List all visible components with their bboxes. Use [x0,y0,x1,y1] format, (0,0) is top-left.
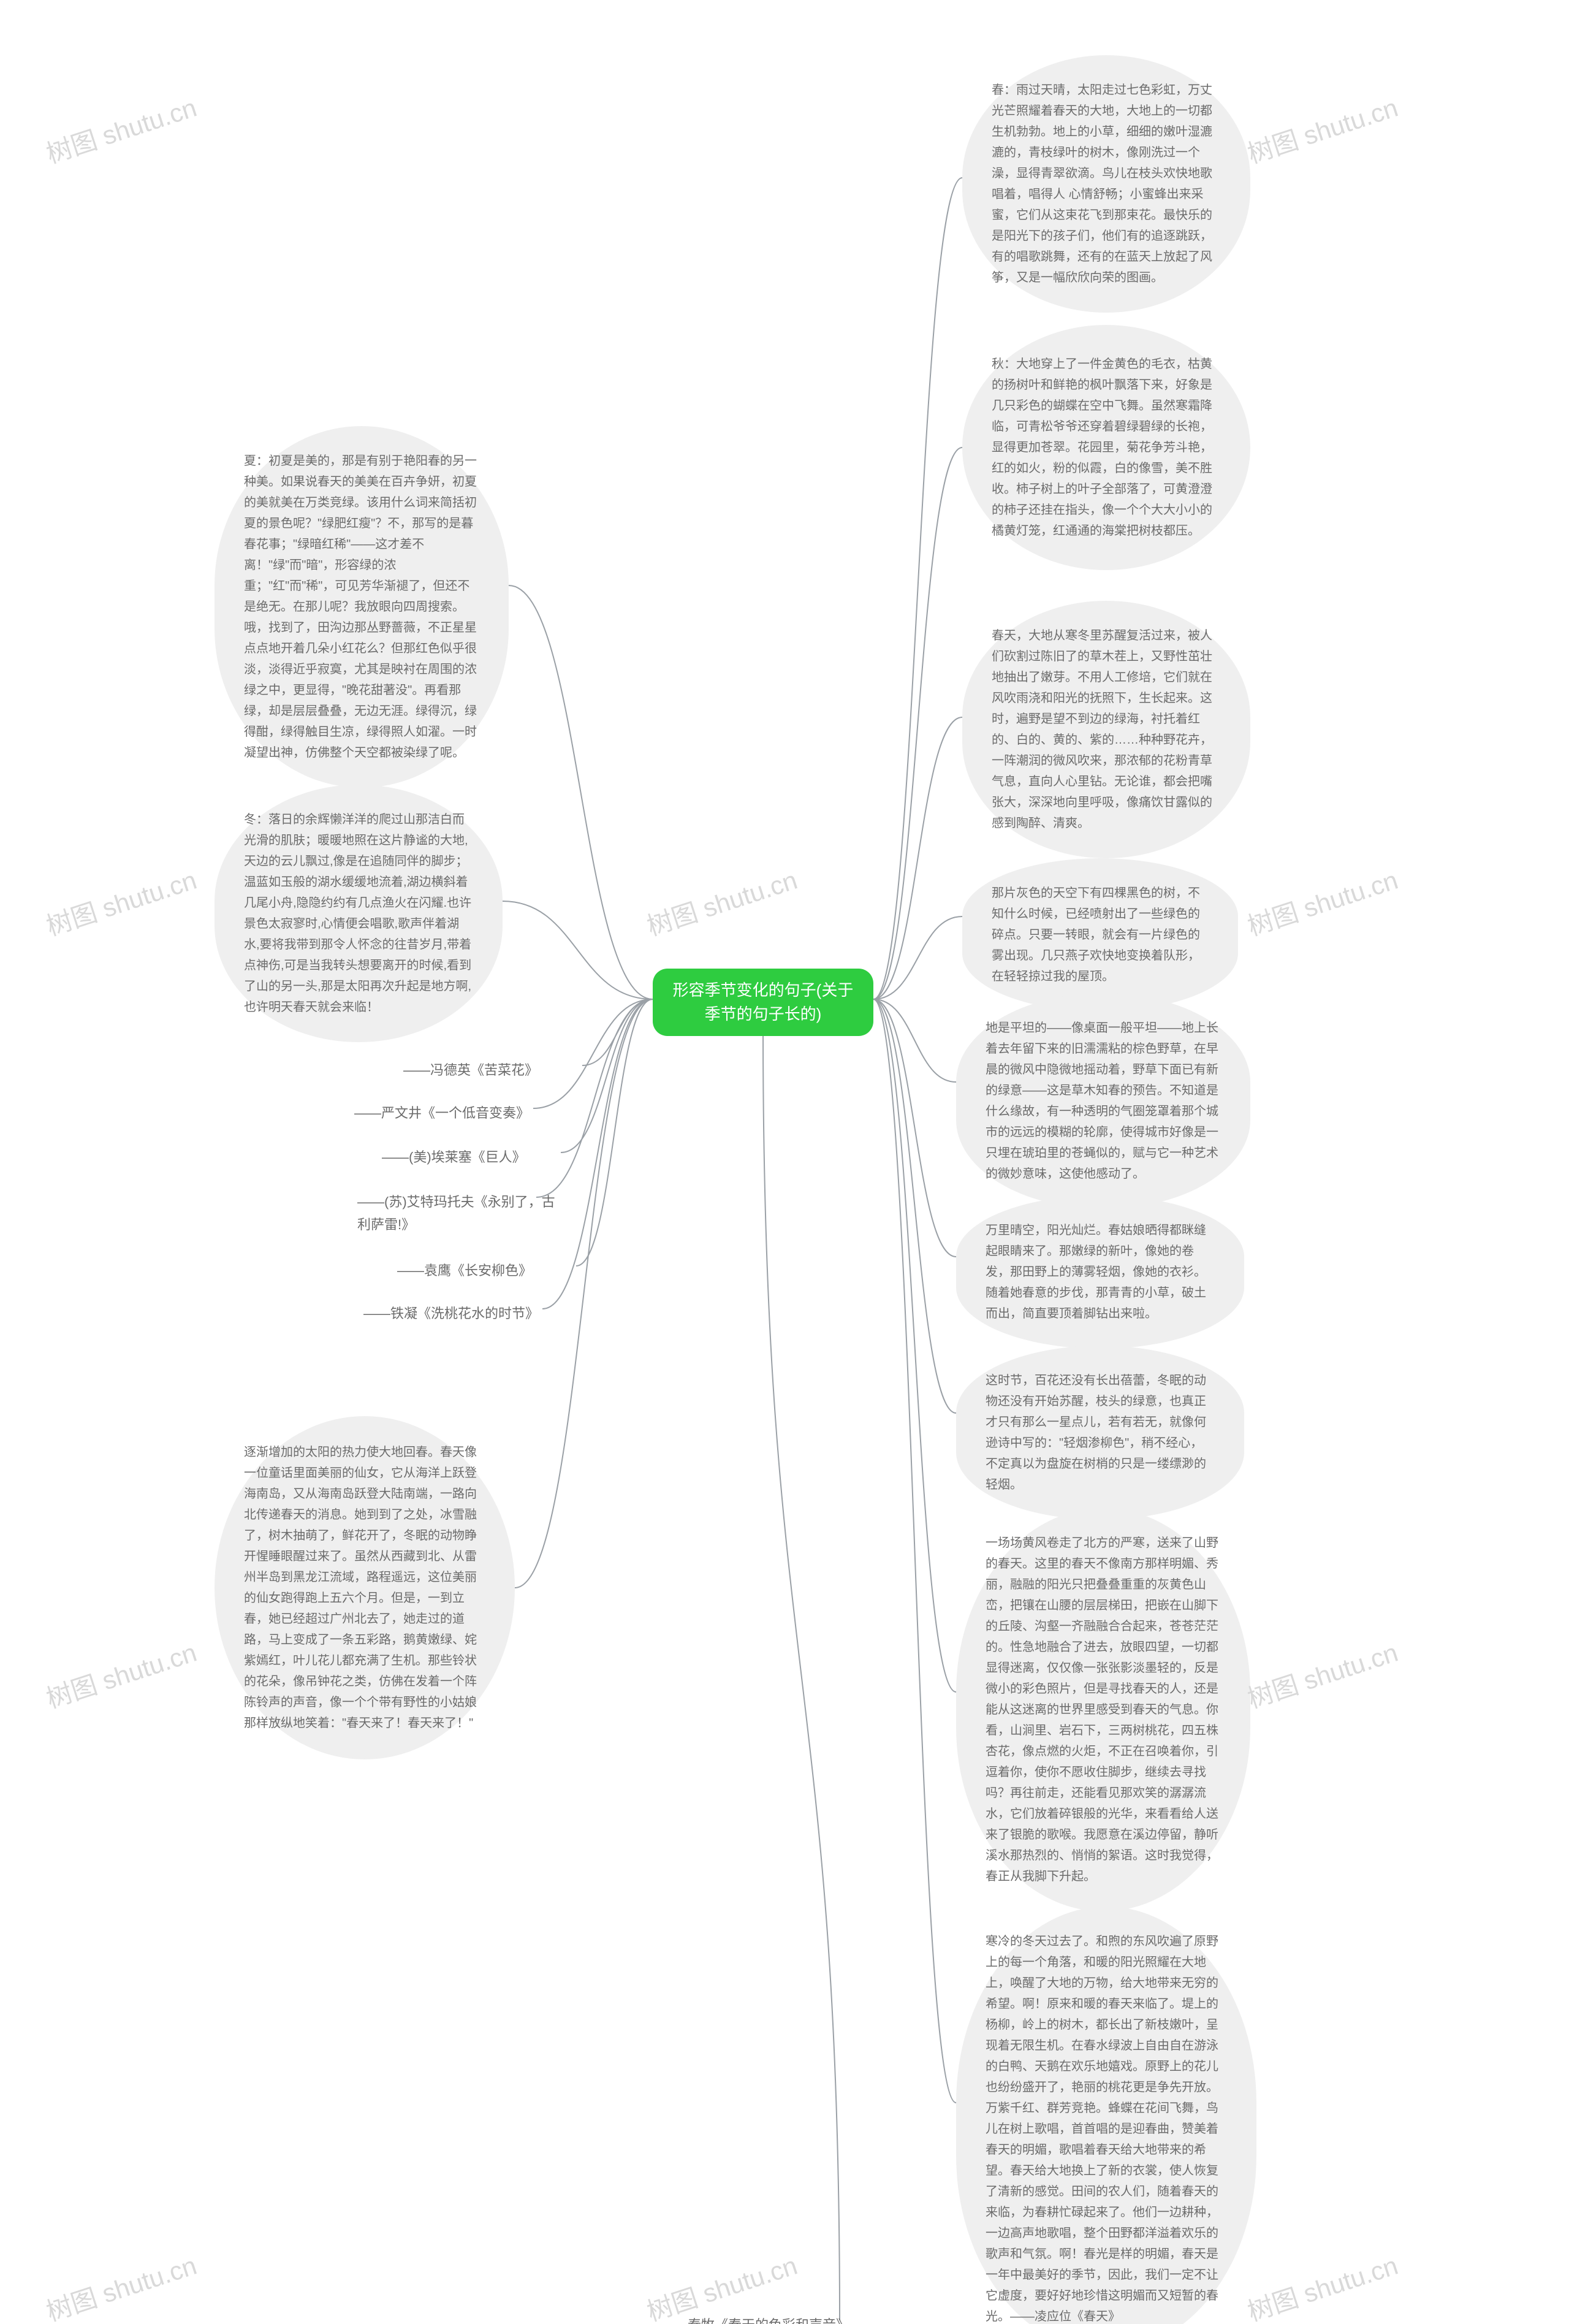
citation: ——严文井《一个低音变奏》 [349,1099,534,1127]
mindmap-edge [509,585,653,999]
bubble-text: 春：雨过天晴，太阳走过七色彩虹，万丈光芒照耀着春天的大地，大地上的一切都生机勃勃… [992,80,1221,288]
bubble-text: 秋：大地穿上了一件金黄色的毛衣，枯黄的扬树叶和鲜艳的枫叶飘落下来，好象是几只彩色… [992,354,1221,541]
mindmap-edge [873,178,962,999]
mindmap-edge [515,999,653,1588]
mindmap-bubble: 地是平坦的——像桌面一般平坦——地上长着去年留下来的旧濡濡粘的棕色野草，在早晨的… [956,993,1250,1209]
citation: ——秦牧《春天的色彩和声音》 [656,2311,854,2324]
bubble-text: 夏：初夏是美的，那是有别于艳阳春的另一种美。如果说春天的美美在百卉争妍，初夏的美… [244,451,479,763]
mindmap-edge [873,999,956,1692]
mindmap-bubble: 冬：落日的余辉懒洋洋的爬过山那洁白而光滑的肌肤；暖暖地照在这片静谧的大地,天边的… [215,785,503,1042]
citation: ——冯德英《苦菜花》 [398,1056,543,1084]
citation: ——铁凝《洗桃花水的时节》 [359,1300,544,1327]
bubble-text: 一场场黄风卷走了北方的严寒，送来了山野的春天。这里的春天不像南方那样明媚、秀丽，… [986,1533,1221,1887]
mindmap-edge [536,999,653,1197]
mindmap-bubble: 万里晴空，阳光灿烂。春姑娘晒得都眯缝起眼睛来了。那嫩绿的新叶，像她的卷发，那田野… [956,1195,1244,1349]
center-label: 形容季节变化的句子(关于 季节的句子长的) [673,978,854,1026]
mindmap-edge [873,916,962,999]
mindmap-bubble: 春天，大地从寒冬里苏醒复活过来，被人们砍割过陈旧了的草木茬上，又野性茁壮地抽出了… [962,601,1250,858]
citation: ——袁鹰《长安柳色》 [392,1257,537,1284]
mindmap-bubble: 寒冷的冬天过去了。和煦的东风吹遍了原野上的每一个角落，和暖的阳光照耀在大地上，唤… [956,1907,1256,2324]
mindmap-bubble: 一场场黄风卷走了北方的严寒，送来了山野的春天。这里的春天不像南方那样明媚、秀丽，… [956,1508,1250,1911]
bubble-text: 寒冷的冬天过去了。和煦的东风吹遍了原野上的每一个角落，和暖的阳光照耀在大地上，唤… [986,1931,1227,2324]
mindmap-edge [763,1030,840,2320]
mindmap-bubble: 那片灰色的天空下有四棵黑色的树，不知什么时候，已经喷射出了一些绿色的碎点。只要一… [962,858,1238,1012]
mindmap-edge [873,448,962,999]
bubble-text: 这时节，百花还没有长出蓓蕾，冬眠的动物还没有开始苏醒，枝头的绿意，也真正才只有那… [986,1370,1215,1495]
mindmap-edge [873,999,956,2103]
mindmap-bubble: 这时节，百花还没有长出蓓蕾，冬眠的动物还没有开始苏醒，枝头的绿意，也真正才只有那… [956,1346,1244,1520]
bubble-text: 万里晴空，阳光灿烂。春姑娘晒得都眯缝起眼睛来了。那嫩绿的新叶，像她的卷发，那田野… [986,1220,1215,1324]
citation: ——(美)埃莱塞《巨人》 [377,1143,531,1171]
mindmap-bubble: 逐渐增加的太阳的热力使大地回春。春天像一位童话里面美丽的仙女，它从海洋上跃登海南… [215,1416,515,1759]
citation: ——(苏)艾特玛托夫《永别了，古 利萨雷!》 [352,1188,560,1239]
mindmap-bubble: 春：雨过天晴，太阳走过七色彩虹，万丈光芒照耀着春天的大地，大地上的一切都生机勃勃… [962,55,1250,313]
bubble-text: 春天，大地从寒冬里苏醒复活过来，被人们砍割过陈旧了的草木茬上，又野性茁壮地抽出了… [992,625,1221,834]
mindmap-bubble: 夏：初夏是美的，那是有别于艳阳春的另一种美。如果说春天的美美在百卉争妍，初夏的美… [215,426,509,788]
bubble-text: 逐渐增加的太阳的热力使大地回春。春天像一位童话里面美丽的仙女，它从海洋上跃登海南… [244,1442,485,1734]
bubble-text: 地是平坦的——像桌面一般平坦——地上长着去年留下来的旧濡濡粘的棕色野草，在早晨的… [986,1018,1221,1184]
bubble-text: 那片灰色的天空下有四棵黑色的树，不知什么时候，已经喷射出了一些绿色的碎点。只要一… [992,883,1209,987]
mindmap-bubble: 秋：大地穿上了一件金黄色的毛衣，枯黄的扬树叶和鲜艳的枫叶飘落下来，好象是几只彩色… [962,325,1250,570]
mindmap-center-node: 形容季节变化的句子(关于 季节的句子长的) [653,969,873,1036]
mindmap-edge [561,999,653,1152]
bubble-text: 冬：落日的余辉懒洋洋的爬过山那洁白而光滑的肌肤；暖暖地照在这片静谧的大地,天边的… [244,809,473,1018]
